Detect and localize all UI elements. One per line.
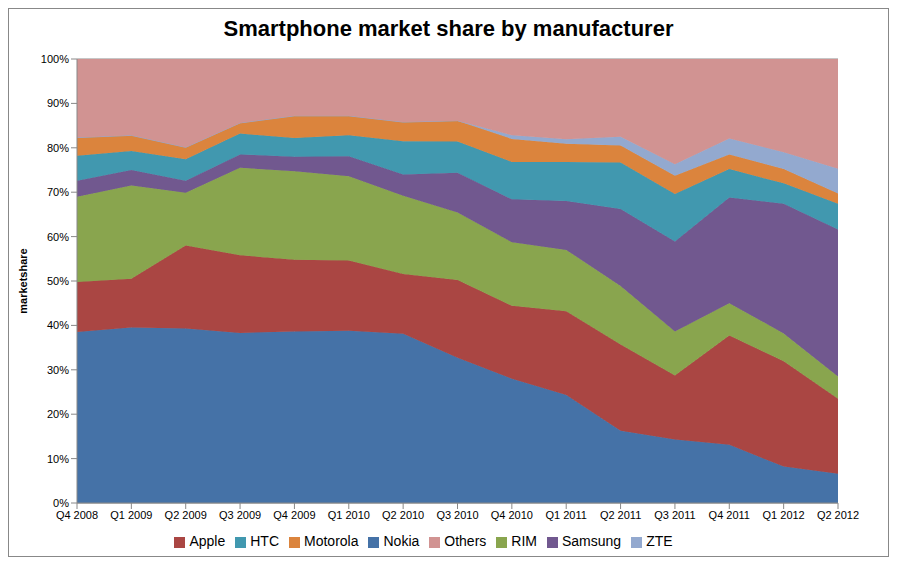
svg-text:Q3 2010: Q3 2010 <box>436 509 478 521</box>
svg-text:Q4 2010: Q4 2010 <box>491 509 533 521</box>
svg-text:70%: 70% <box>47 186 69 198</box>
html-text:HTC: HTC <box>250 533 279 549</box>
svg-text:Q4 2009: Q4 2009 <box>273 509 315 521</box>
svg-text:60%: 60% <box>47 231 69 243</box>
svg-text:marketshare: marketshare <box>17 248 29 313</box>
svg-text:20%: 20% <box>47 408 69 420</box>
html-text:Nokia: Nokia <box>383 533 420 549</box>
svg-text:80%: 80% <box>47 142 69 154</box>
svg-text:30%: 30% <box>47 364 69 376</box>
svg-text:Q4 2011: Q4 2011 <box>709 509 750 521</box>
svg-text:Q2 2009: Q2 2009 <box>165 509 207 521</box>
svg-text:Q4 2008: Q4 2008 <box>56 509 98 521</box>
svg-text:Q2 2012: Q2 2012 <box>817 509 859 521</box>
svg-text:Q1 2012: Q1 2012 <box>763 509 805 521</box>
svg-text:Q3 2009: Q3 2009 <box>219 509 261 521</box>
svg-text:10%: 10% <box>47 453 69 465</box>
svg-text:0%: 0% <box>53 497 69 509</box>
svg-text:Q1 2010: Q1 2010 <box>328 509 370 521</box>
html-text:Others: Others <box>444 533 487 549</box>
svg-text:Q2 2010: Q2 2010 <box>382 509 424 521</box>
html-text:Samsung: Samsung <box>562 533 622 549</box>
svg-text:Q1 2009: Q1 2009 <box>110 509 152 521</box>
html-text:ZTE: ZTE <box>646 533 673 549</box>
svg-text:40%: 40% <box>47 319 69 331</box>
svg-text:90%: 90% <box>47 97 69 109</box>
html-text:Motorola: Motorola <box>304 533 359 549</box>
svg-text:Q3 2011: Q3 2011 <box>654 509 695 521</box>
html-text:RIM: RIM <box>511 533 537 549</box>
svg-text:50%: 50% <box>47 275 69 287</box>
svg-text:100%: 100% <box>41 53 69 65</box>
svg-text:Q1 2011: Q1 2011 <box>546 509 587 521</box>
html-text:Smartphone market share by man: Smartphone market share by manufacturer <box>223 16 674 41</box>
svg-text:Q2 2011: Q2 2011 <box>600 509 641 521</box>
html-text:Apple: Apple <box>189 533 226 549</box>
